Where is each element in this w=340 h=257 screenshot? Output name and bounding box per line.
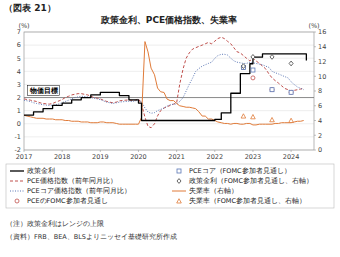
plot-area (24, 37, 314, 127)
plot-frame (24, 32, 314, 150)
series-marker (289, 118, 294, 122)
grid (24, 32, 314, 150)
legend-marker (177, 179, 181, 184)
legend-line (10, 191, 24, 192)
grid-line (24, 45, 314, 46)
series-marker (251, 76, 255, 80)
series-marker (251, 68, 255, 72)
legend-label: PCEコア（FOMC参加者見通し） (189, 167, 291, 175)
series-marker (270, 55, 274, 60)
series-line (24, 54, 306, 121)
y-tick-label: 3 (17, 81, 21, 89)
y-tick-label: 5 (17, 55, 21, 63)
y-tick-label: 6 (17, 41, 21, 49)
y-tick-label: 1 (17, 107, 21, 115)
y2-tick-label: 8 (318, 87, 322, 95)
price-target-annotation: 物価目標 (28, 86, 60, 96)
series-marker (270, 117, 275, 121)
x-tick-label: 2023 (245, 153, 262, 161)
legend-marker (177, 169, 181, 173)
grid-line (24, 71, 314, 72)
series-marker (289, 90, 293, 94)
legend-label: PCEコア価格指数（前年同月比） (27, 187, 131, 195)
y2-tick-label: 12 (318, 58, 326, 66)
y2-tick-label: 0 (318, 146, 322, 154)
y-axis-label: (%) (18, 22, 29, 30)
price-target-label: 物価目標 (29, 87, 58, 95)
series-line (24, 42, 304, 125)
x-tick-label: 2020 (130, 153, 147, 161)
x-tick-label: 2018 (54, 153, 71, 161)
note: （資料）FRB、BEA、BLSよりニッセイ基礎研究所作成 (6, 233, 177, 241)
series-marker (270, 88, 274, 92)
legend-line (10, 170, 24, 171)
series-line (24, 54, 304, 113)
y-tick-label: 2 (17, 94, 21, 102)
y-tick-label: 0 (17, 120, 21, 128)
legend-label: 失業率（右軸） (189, 187, 238, 195)
legend-line (172, 191, 186, 192)
y2-tick-label: 6 (318, 102, 322, 110)
x-tick-label: 2017 (16, 153, 33, 161)
note: （注）政策金利はレンジの上限 (6, 220, 104, 228)
series-marker (289, 61, 293, 66)
x-tick-label: 2024 (283, 153, 300, 161)
legend-marker (177, 199, 182, 203)
legend-label: 政策金利 (27, 167, 55, 175)
series-marker (241, 114, 246, 118)
series-marker (251, 115, 256, 119)
y2-tick-label: 4 (318, 117, 322, 125)
grid-line (24, 136, 314, 137)
figure-label: （図表 21） (4, 3, 56, 13)
y2-tick-label: 10 (318, 73, 326, 81)
x-tick-label: 2022 (207, 153, 224, 161)
title: 政策金利、PCE価格指数、失業率 (100, 15, 237, 25)
chart: -2-1012345670246810121416201720182019202… (0, 0, 340, 257)
grid-line (24, 84, 314, 85)
series-marker (270, 88, 274, 92)
series-marker (289, 90, 293, 94)
y-tick-label: -1 (15, 133, 21, 141)
y-tick-label: 4 (17, 68, 21, 76)
legend: 政策金利 PCE価格指数（前年同月比） PCEコア価格指数（前年同月比） PCEのFO… (6, 164, 334, 208)
grid-line (24, 110, 314, 111)
y2-tick-label: 14 (318, 43, 326, 51)
x-tick-label: 2021 (168, 153, 185, 161)
price-target-box (28, 86, 60, 96)
y2-tick-label: 2 (318, 132, 322, 140)
series-marker (241, 64, 245, 69)
series-marker (251, 55, 255, 60)
legend-marker (15, 199, 19, 203)
legend-frame (6, 164, 334, 208)
legend-line (10, 181, 24, 182)
x-tick-label: 2019 (92, 153, 109, 161)
legend-label: PCE価格指数（前年同月比） (27, 177, 117, 185)
legend-label: 政策金利（FOMC参加者見通し、右軸） (189, 177, 313, 185)
y2-axis-label: (%) (308, 22, 319, 30)
legend-label: PCEのFOMC参加者見通し (27, 197, 108, 205)
series-line (24, 37, 304, 127)
legend-label: 失業率（FOMC参加者見通し、右軸） (189, 197, 306, 205)
